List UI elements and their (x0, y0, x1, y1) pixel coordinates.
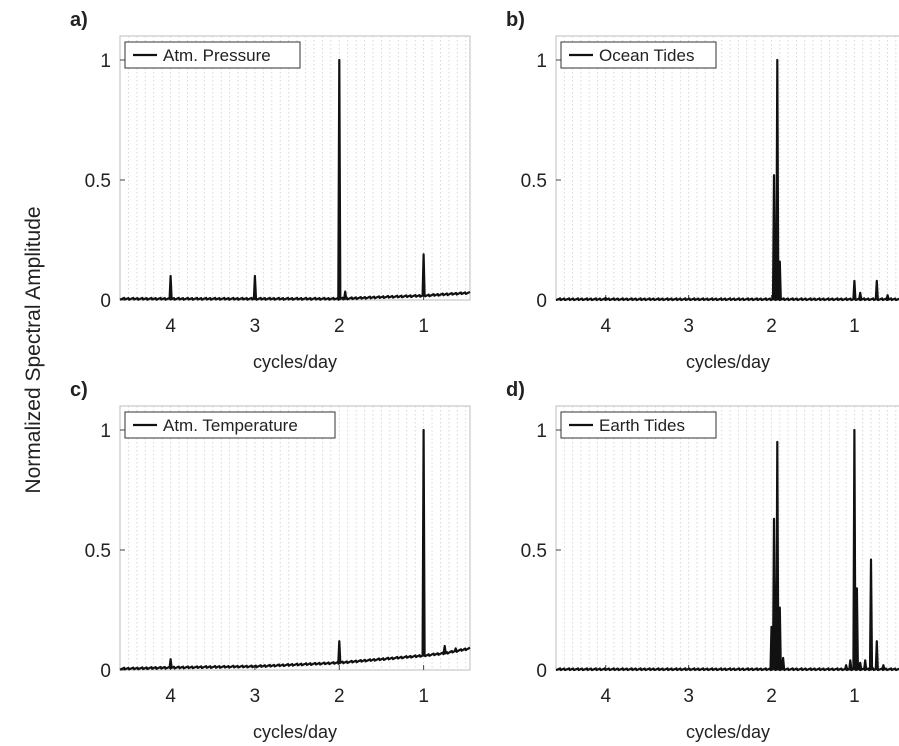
y-tick-label: 0 (536, 661, 547, 682)
x-tick-label: 3 (683, 686, 694, 707)
x-tick-label: 3 (683, 316, 694, 337)
legend-box (560, 411, 717, 439)
panel-label: d) (506, 379, 525, 401)
y-tick-label: 0.5 (85, 541, 111, 562)
legend-label: Earth Tides (599, 416, 685, 435)
x-tick-label: 4 (165, 686, 176, 707)
panel-label: c) (70, 379, 88, 401)
x-tick-label: 2 (334, 686, 345, 707)
axes-box (555, 405, 899, 671)
series-line (555, 428, 899, 672)
x-tick-label: 3 (250, 316, 261, 337)
y-tick-label: 1 (100, 51, 111, 72)
axes-box (555, 35, 899, 301)
panel-label: a) (70, 9, 88, 31)
y-tick-label: 0 (536, 291, 547, 312)
y-tick-label: 1 (100, 421, 111, 442)
panel-b: 4 3 2 1 0 0.5 1 cycles/day b) Ocean Tides (506, 9, 899, 372)
y-tick-label: 1 (536, 51, 547, 72)
x-tick-label: 3 (250, 686, 261, 707)
y-tick-label: 0 (100, 661, 111, 682)
x-tick-label: 1 (849, 686, 860, 707)
y-tick-label: 0.5 (521, 171, 547, 192)
x-tick-label: 4 (165, 316, 176, 337)
series-line (119, 58, 471, 301)
x-tick-label: 4 (600, 316, 611, 337)
x-axis-title: cycles/day (686, 722, 770, 742)
legend-label: Atm. Pressure (163, 46, 271, 65)
x-tick-label: 1 (418, 686, 429, 707)
axes-box (119, 35, 471, 301)
y-tick-label: 0 (100, 291, 111, 312)
x-axis-title: cycles/day (253, 722, 337, 742)
legend-box (124, 411, 336, 439)
legend-label: Atm. Temperature (163, 416, 298, 435)
y-tick-label: 1 (536, 421, 547, 442)
series-line (555, 58, 899, 302)
x-tick-label: 4 (600, 686, 611, 707)
x-tick-label: 2 (334, 316, 345, 337)
x-tick-label: 1 (849, 316, 860, 337)
axes-box (119, 405, 471, 671)
y-tick-label: 0.5 (85, 171, 111, 192)
shared-y-axis-title: Normalized Spectral Amplitude (22, 206, 45, 493)
x-tick-label: 1 (418, 316, 429, 337)
legend-label: Ocean Tides (599, 46, 694, 65)
x-axis-title: cycles/day (253, 352, 337, 372)
panel-a: 4 3 2 1 0 0.5 1 cycles/day a) Atm. Pressure (70, 9, 471, 372)
panel-d: 4 3 2 1 0 0.5 1 cycles/day d) Earth Tides (506, 379, 899, 742)
panel-label: b) (506, 9, 525, 31)
y-tick-label: 0.5 (521, 541, 547, 562)
x-axis-title: cycles/day (686, 352, 770, 372)
panel-c: 4 3 2 1 0 0.5 1 cycles/day c) Atm. Temperature (70, 379, 471, 742)
x-tick-label: 2 (766, 686, 777, 707)
x-tick-label: 2 (766, 316, 777, 337)
series-line (119, 428, 471, 671)
